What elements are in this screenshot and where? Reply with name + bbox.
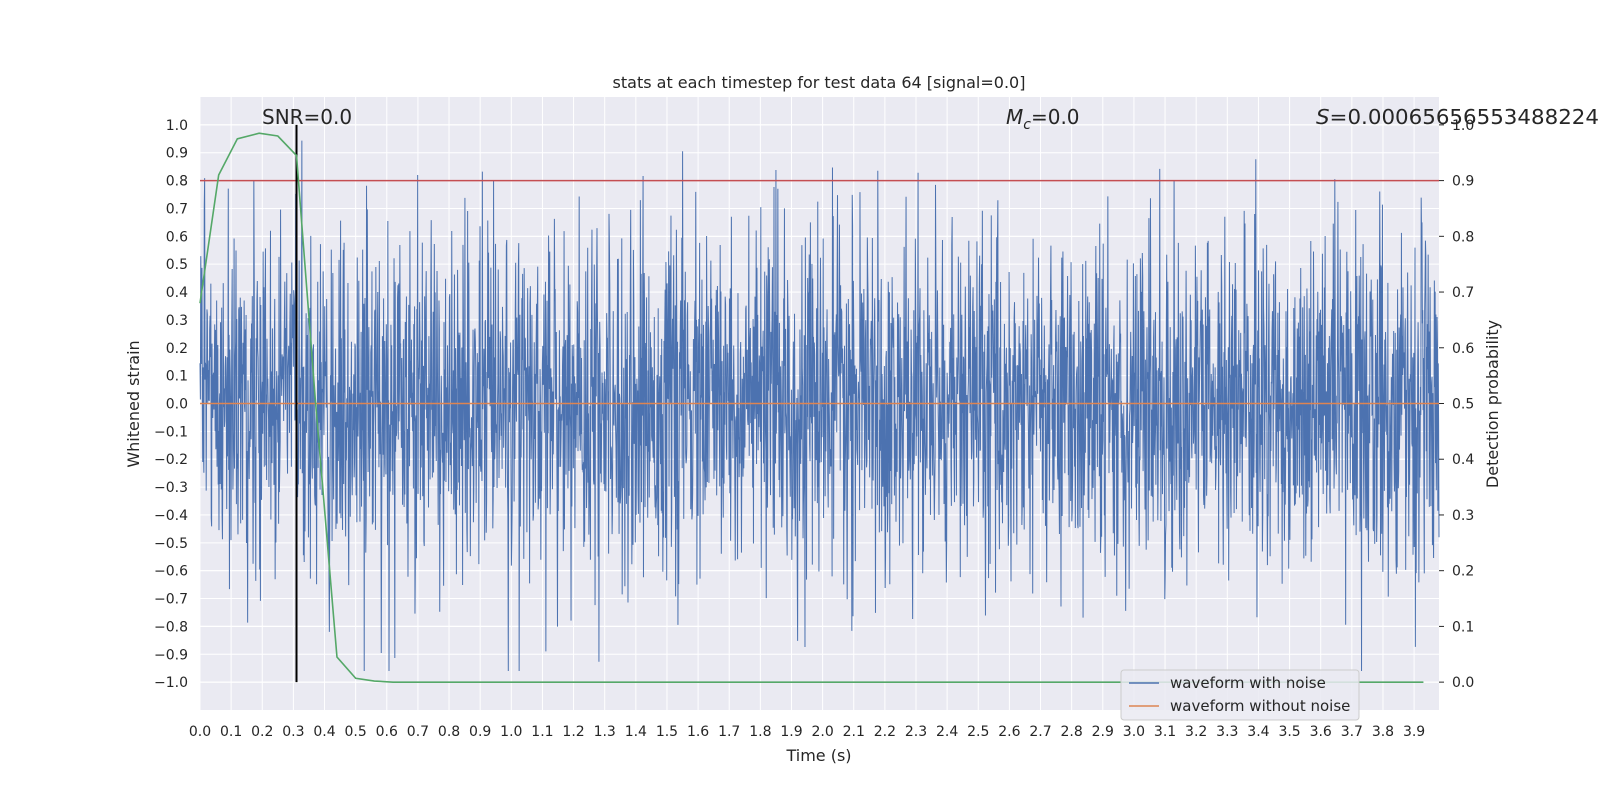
y2-tick-label: 0.4 — [1452, 452, 1474, 468]
y-tick-label: 0.8 — [166, 174, 188, 190]
x-tick-label: 1.8 — [749, 724, 771, 740]
legend-label-clean: waveform without noise — [1170, 697, 1350, 715]
y-tick-label: 0.3 — [166, 313, 188, 329]
x-tick-label: 0.8 — [438, 724, 460, 740]
y2-tick-label: 0.0 — [1452, 675, 1474, 691]
y2-tick-label: 0.3 — [1452, 508, 1474, 524]
x-tick-label: 1.6 — [687, 724, 709, 740]
x-tick-label: 1.2 — [562, 724, 584, 740]
x-tick-label: 2.9 — [1092, 724, 1114, 740]
x-tick-label: 2.1 — [843, 724, 865, 740]
x-tick-label: 3.4 — [1247, 724, 1269, 740]
y-axis-ticks: 1.0 0.9 0.8 0.7 0.6 0.5 0.4 0.3 0.2 0.1 0.0 −0.1 −0.… — [154, 118, 188, 691]
x-tick-label: 0.9 — [469, 724, 491, 740]
y-tick-label: −0.9 — [154, 647, 188, 663]
legend-box — [1120, 669, 1360, 721]
y-tick-label: −0.5 — [154, 536, 188, 552]
y2-tick-label: 0.5 — [1452, 397, 1474, 413]
x-tick-label: 2.8 — [1061, 724, 1083, 740]
legend-label-noise: waveform with noise — [1170, 674, 1326, 692]
y2-tick-label: 0.6 — [1452, 341, 1474, 357]
y-tick-label: −0.7 — [154, 592, 188, 608]
x-tick-label: 0.6 — [376, 724, 398, 740]
y-tick-label: −0.2 — [154, 452, 188, 468]
x-tick-label: 3.7 — [1341, 724, 1363, 740]
chirp-mass-annotation: Mc=0.0 — [1006, 105, 1080, 133]
y-tick-label: 1.0 — [166, 118, 188, 134]
chirp-mass-symbol: M — [1006, 105, 1023, 129]
x-tick-label: 2.3 — [905, 724, 927, 740]
x-tick-label: 3.1 — [1154, 724, 1176, 740]
y-tick-label: 0.6 — [166, 229, 188, 245]
x-tick-label: 2.2 — [874, 724, 896, 740]
s-value: =0.00065656553488224 — [1330, 105, 1599, 129]
y2-axis-label: Detection probability — [1483, 320, 1502, 488]
series-waveform-with-noise — [199, 140, 1440, 671]
x-tick-label: 1.7 — [718, 724, 740, 740]
y-tick-label: −0.1 — [154, 424, 188, 440]
x-tick-label: 1.4 — [625, 724, 647, 740]
x-tick-label: 3.2 — [1185, 724, 1207, 740]
y-tick-label: 0.7 — [166, 201, 188, 217]
x-axis-ticks: 0.0 0.1 0.2 0.3 0.4 0.5 0.6 0.7 0.8 0.9 1.0 1.1 1.2 1… — [189, 724, 1425, 740]
x-tick-label: 3.3 — [1216, 724, 1238, 740]
y2-tick-label: 0.9 — [1452, 174, 1474, 190]
x-tick-label: 2.6 — [998, 724, 1020, 740]
y-tick-label: 0.5 — [166, 257, 188, 273]
y-tick-label: 0.9 — [166, 146, 188, 162]
legend: waveform with noise waveform without noi… — [1120, 669, 1360, 721]
x-tick-label: 3.0 — [1123, 724, 1145, 740]
y2-tick-label: 0.8 — [1452, 229, 1474, 245]
y-tick-label: 0.2 — [166, 341, 188, 357]
x-tick-label: 1.3 — [594, 724, 616, 740]
x-axis-label: Time (s) — [785, 746, 851, 765]
x-tick-label: 0.7 — [407, 724, 429, 740]
x-tick-label: 0.2 — [251, 724, 273, 740]
x-tick-label: 1.5 — [656, 724, 678, 740]
x-tick-label: 1.1 — [531, 724, 553, 740]
snr-annotation: SNR=0.0 — [262, 105, 352, 129]
y2-tick-label: 0.1 — [1452, 619, 1474, 635]
x-tick-label: 2.5 — [967, 724, 989, 740]
chirp-mass-value: =0.0 — [1031, 105, 1080, 129]
x-tick-label: 0.0 — [189, 724, 211, 740]
y-tick-label: 0.0 — [166, 397, 188, 413]
x-tick-label: 0.1 — [220, 724, 242, 740]
x-tick-label: 3.8 — [1372, 724, 1394, 740]
x-tick-label: 0.5 — [345, 724, 367, 740]
x-tick-label: 1.9 — [780, 724, 802, 740]
y2-tick-label: 0.2 — [1452, 564, 1474, 580]
x-tick-label: 2.4 — [936, 724, 958, 740]
chart-title: stats at each timestep for test data 64 … — [613, 73, 1026, 92]
series-detection-probability — [199, 132, 1424, 683]
y2-axis-ticks: 1.0 0.9 0.8 0.7 0.6 0.5 0.4 0.3 0.2 0.1 0.0 — [1439, 118, 1474, 691]
y-axis-label: Whitened strain — [124, 340, 143, 467]
y2-tick-label: 1.0 — [1452, 118, 1474, 134]
y-tick-label: −0.4 — [154, 508, 188, 524]
y-tick-label: −1.0 — [154, 675, 188, 691]
y-tick-label: −0.3 — [154, 480, 188, 496]
y-tick-label: −0.6 — [154, 564, 188, 580]
x-tick-label: 2.0 — [811, 724, 833, 740]
x-tick-label: 3.5 — [1278, 724, 1300, 740]
x-tick-label: 0.3 — [282, 724, 304, 740]
y-tick-label: 0.4 — [166, 285, 188, 301]
x-tick-label: 3.9 — [1403, 724, 1425, 740]
noise-series — [199, 140, 1440, 671]
y-tick-label: 0.1 — [166, 369, 188, 385]
x-tick-label: 2.7 — [1029, 724, 1051, 740]
x-tick-label: 0.4 — [313, 724, 335, 740]
x-tick-label: 3.6 — [1310, 724, 1332, 740]
chirp-mass-subscript: c — [1023, 117, 1031, 133]
y2-tick-label: 0.7 — [1452, 285, 1474, 301]
s-symbol: S — [1316, 105, 1330, 129]
s-annotation: S=0.00065656553488224 — [1316, 105, 1599, 129]
x-tick-label: 1.0 — [500, 724, 522, 740]
y-tick-label: −0.8 — [154, 619, 188, 635]
